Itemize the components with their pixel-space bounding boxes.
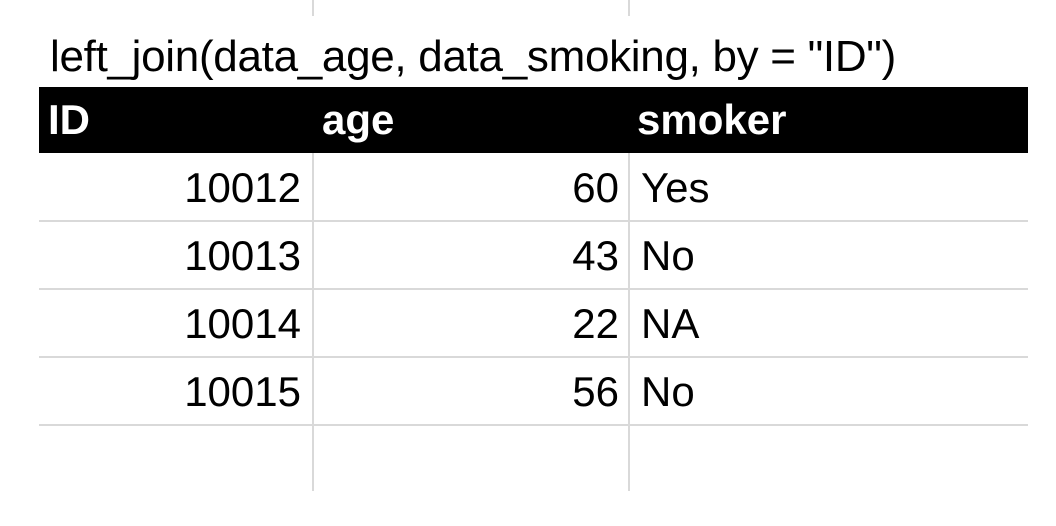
gridline-top-col-2 [628,0,630,16]
column-header-age[interactable]: age [322,96,395,143]
cell-smoker[interactable]: NA [641,300,700,347]
column-divider [628,153,630,491]
cell-age[interactable]: 22 [572,300,619,347]
join-expression-caption: left_join(data_age, data_smoking, by = "… [50,32,896,81]
row-divider [39,288,1028,290]
row-divider [39,220,1028,222]
table-row: 10012 60 Yes [39,153,1028,220]
cell-age[interactable]: 43 [572,232,619,279]
row-divider [39,424,1028,426]
table-row: 10015 56 No [39,357,1028,424]
gridline-top-col-1 [312,0,314,16]
column-header-smoker[interactable]: smoker [637,96,787,143]
cell-smoker[interactable]: No [641,232,695,279]
table-header-row: ID age smoker [39,87,1028,153]
cell-id[interactable]: 10013 [184,232,301,279]
cell-age[interactable]: 56 [572,368,619,415]
cell-smoker[interactable]: No [641,368,695,415]
column-header-id[interactable]: ID [48,96,90,143]
cell-id[interactable]: 10014 [184,300,301,347]
row-divider [39,356,1028,358]
column-divider [312,153,314,491]
table-row: 10013 43 No [39,221,1028,288]
table-row: 10014 22 NA [39,289,1028,356]
cell-id[interactable]: 10012 [184,164,301,211]
cell-smoker[interactable]: Yes [641,164,710,211]
cell-id[interactable]: 10015 [184,368,301,415]
cell-age[interactable]: 60 [572,164,619,211]
